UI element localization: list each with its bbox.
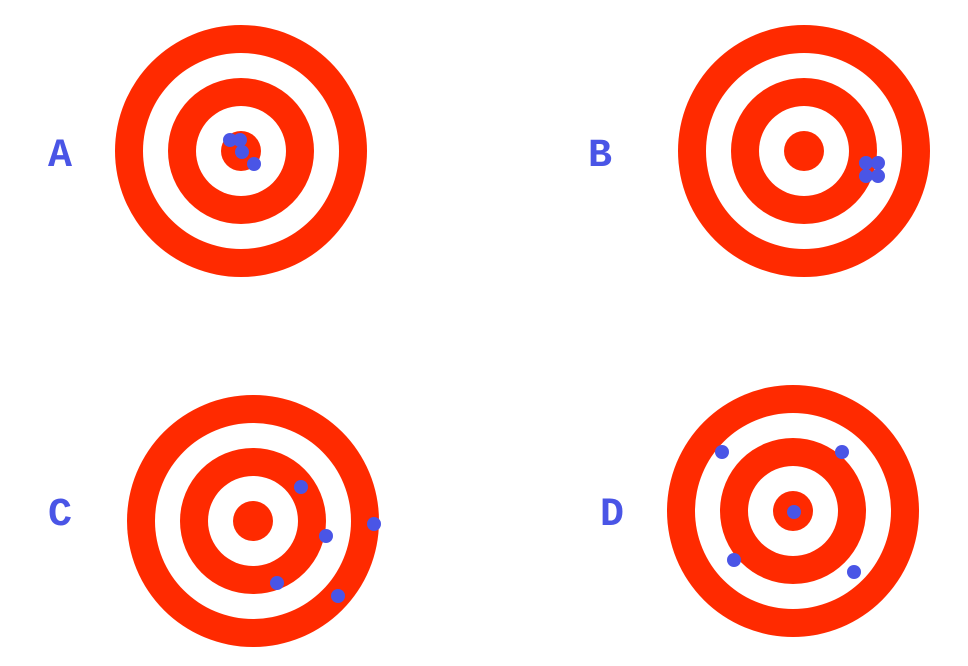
hit-mark: [247, 157, 261, 171]
target-d: D: [600, 385, 919, 637]
hit-mark: [270, 576, 284, 590]
target-b-rings: [678, 25, 930, 277]
target-a-hits: [223, 133, 261, 171]
hit-mark: [367, 517, 381, 531]
target-b-label: B: [588, 134, 612, 179]
hit-mark: [715, 445, 729, 459]
hit-mark: [223, 133, 237, 147]
hit-mark: [871, 156, 885, 170]
hit-mark: [871, 169, 885, 183]
hit-mark: [859, 169, 873, 183]
bullseye: [784, 131, 824, 171]
target-c-label: C: [48, 493, 72, 538]
target-c-rings: [127, 395, 379, 647]
target-d-hits: [715, 445, 861, 579]
target-b: B: [588, 25, 930, 277]
hit-mark: [233, 133, 247, 147]
hit-mark: [235, 145, 249, 159]
hit-mark: [727, 553, 741, 567]
hit-mark: [847, 565, 861, 579]
bullseye: [233, 501, 273, 541]
target-d-label: D: [600, 493, 624, 538]
target-a-label: A: [48, 134, 72, 179]
target-a: A: [48, 25, 367, 277]
hit-mark: [331, 589, 345, 603]
target-b-hits: [859, 156, 885, 183]
hit-mark: [319, 529, 333, 543]
hit-mark: [859, 156, 873, 170]
hit-mark: [835, 445, 849, 459]
hit-mark: [294, 480, 308, 494]
target-c-hits: [270, 480, 381, 603]
target-c: C: [48, 395, 381, 647]
hit-mark: [787, 505, 801, 519]
